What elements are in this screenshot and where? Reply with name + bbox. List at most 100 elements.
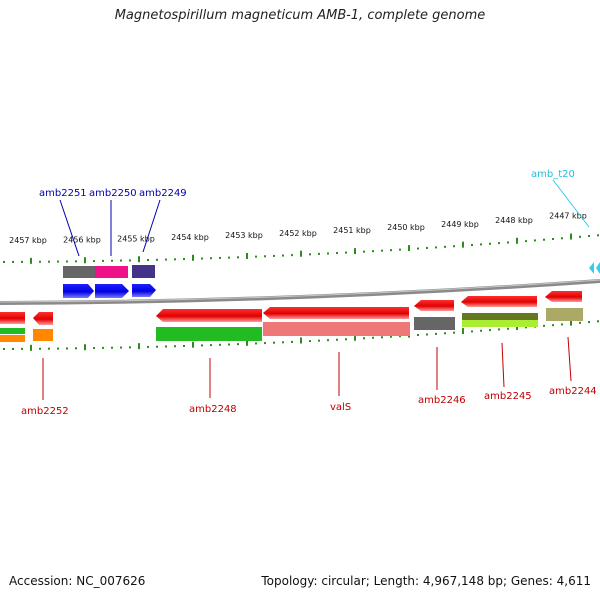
tick-mark xyxy=(309,340,311,343)
tick-mark xyxy=(354,248,356,255)
tick-mark xyxy=(183,344,185,347)
tick-label: 2450 kbp xyxy=(387,223,425,232)
tick-mark xyxy=(300,337,302,344)
gene-label-amb2246[interactable]: amb2246 xyxy=(418,395,466,406)
tick-mark xyxy=(561,323,563,326)
tick-label: 2451 kbp xyxy=(333,226,371,235)
tick-mark xyxy=(363,250,365,253)
cog-box-vals xyxy=(263,322,410,336)
cds-arrow-amb2246[interactable] xyxy=(414,300,454,311)
tick-mark xyxy=(93,347,95,350)
tick-mark xyxy=(291,254,293,257)
tick-label: 2452 kbp xyxy=(279,229,317,238)
tick-mark xyxy=(66,260,68,263)
map-title: Magnetospirillum magneticum AMB-1, compl… xyxy=(114,8,486,23)
tick-mark xyxy=(120,346,122,349)
tick-mark xyxy=(543,324,545,327)
gene-label-vals[interactable]: valS xyxy=(330,402,351,413)
tick-mark xyxy=(399,335,401,338)
cds-arrow-amb2244[interactable] xyxy=(545,291,582,302)
trna-arrow-amb_t20[interactable] xyxy=(589,262,600,274)
tick-mark xyxy=(183,258,185,261)
tick-mark xyxy=(129,259,131,262)
tick-mark xyxy=(480,243,482,246)
cds-arrow-amb2249[interactable] xyxy=(132,284,156,297)
cds-arrow-amb2250[interactable] xyxy=(95,284,129,298)
tick-mark xyxy=(75,260,77,263)
tick-mark xyxy=(327,339,329,342)
tick-label: 2456 kbp xyxy=(63,235,101,244)
tick-mark xyxy=(246,252,248,259)
gene-label-amb2251[interactable]: amb2251 xyxy=(39,188,87,199)
tick-mark xyxy=(597,234,599,237)
cog-box-amb2252b xyxy=(33,329,53,341)
tick-mark xyxy=(39,260,41,263)
cds-arrow-amb2248[interactable] xyxy=(156,309,262,322)
leader-line-amb2249 xyxy=(142,199,161,253)
genome-backbone-highlight xyxy=(0,279,600,303)
cds-arrow-amb2245[interactable] xyxy=(461,296,537,307)
tick-mark xyxy=(237,256,239,259)
tick-mark xyxy=(30,257,32,264)
tick-mark xyxy=(255,255,257,258)
gene-label-amb2250[interactable]: amb2250 xyxy=(89,188,137,199)
tick-mark xyxy=(570,319,572,326)
cog-box-amb2245a xyxy=(462,313,538,320)
tick-label: 2457 kbp xyxy=(9,236,47,245)
tick-mark xyxy=(318,339,320,342)
tick-mark xyxy=(237,343,239,346)
leader-line-amb2244 xyxy=(567,336,572,382)
tick-mark xyxy=(147,259,149,262)
leader-line-amb_t20 xyxy=(552,179,590,228)
tick-mark xyxy=(12,347,14,350)
leader-line-amb2251 xyxy=(59,199,80,257)
tick-mark xyxy=(462,328,464,335)
tick-mark xyxy=(354,334,356,341)
gene-label-amb2252[interactable]: amb2252 xyxy=(21,406,69,417)
topology-text: Topology: circular; Length: 4,967,148 bp… xyxy=(261,574,591,588)
tick-mark xyxy=(318,252,320,255)
tick-mark xyxy=(138,343,140,350)
tick-mark xyxy=(507,241,509,244)
tick-mark xyxy=(426,246,428,249)
tick-mark xyxy=(165,258,167,261)
gene-label-amb2249[interactable]: amb2249 xyxy=(139,188,187,199)
cds-arrow-vals[interactable] xyxy=(263,307,409,319)
tick-mark xyxy=(309,253,311,256)
tick-mark xyxy=(444,245,446,248)
tick-mark xyxy=(174,345,176,348)
tick-mark xyxy=(93,260,95,263)
tick-mark xyxy=(210,344,212,347)
gene-label-amb_t20[interactable]: amb_t20 xyxy=(531,169,575,180)
tick-mark xyxy=(579,235,581,238)
tick-mark xyxy=(210,257,212,260)
tick-mark xyxy=(444,332,446,335)
tick-mark xyxy=(570,233,572,240)
cog-box-amb2249 xyxy=(132,265,155,278)
tick-mark xyxy=(111,346,113,349)
tick-mark xyxy=(39,347,41,350)
cds-arrow-amb2251[interactable] xyxy=(63,284,94,298)
tick-label: 2449 kbp xyxy=(441,220,479,229)
tick-mark xyxy=(336,252,338,255)
cog-box-amb2252a xyxy=(0,335,25,342)
cds-arrow-amb2252a[interactable] xyxy=(0,312,25,324)
tick-mark xyxy=(561,237,563,240)
gene-label-amb2248[interactable]: amb2248 xyxy=(189,404,237,415)
tick-mark xyxy=(525,240,527,243)
tick-mark xyxy=(84,257,86,264)
gene-label-amb2245[interactable]: amb2245 xyxy=(484,391,532,402)
tick-mark xyxy=(291,340,293,343)
forward-cog-row xyxy=(63,265,155,278)
tick-mark xyxy=(3,347,5,350)
cog-box-amb2252a-top xyxy=(0,328,25,334)
cds-arrow-amb2252b[interactable] xyxy=(33,312,53,325)
tick-mark xyxy=(228,343,230,346)
tick-labels: 2457 kbp 2456 kbp 2455 kbp 2454 kbp 2453 kbp… xyxy=(9,212,587,245)
tick-mark xyxy=(21,347,23,350)
tick-mark xyxy=(300,250,302,257)
tick-mark xyxy=(219,256,221,259)
gene-label-amb2244[interactable]: amb2244 xyxy=(549,386,597,397)
tick-mark xyxy=(534,239,536,242)
tick-mark xyxy=(336,338,338,341)
